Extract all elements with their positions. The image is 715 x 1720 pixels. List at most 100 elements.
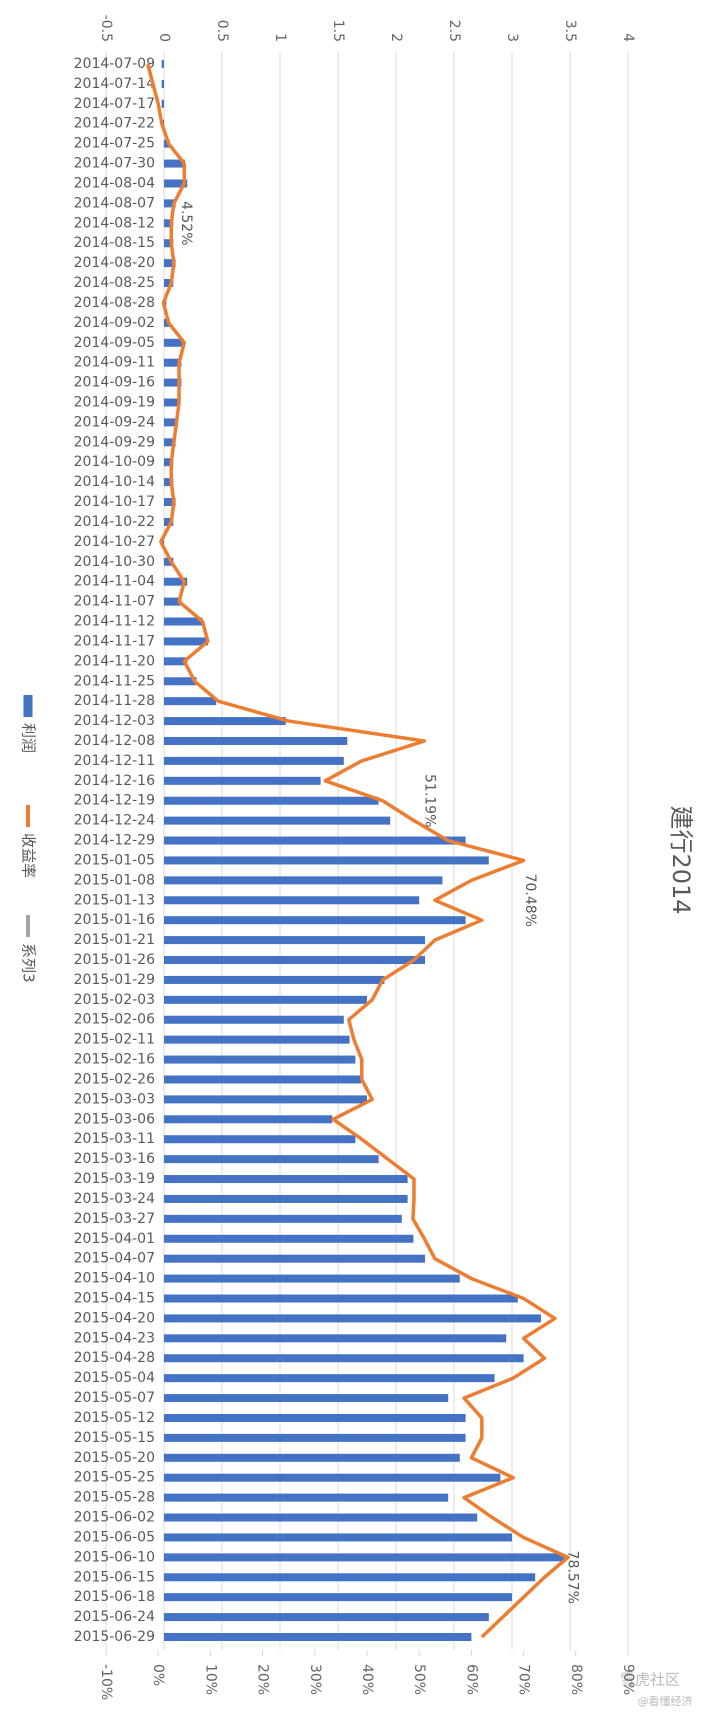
bar <box>164 358 182 367</box>
bar <box>164 637 209 646</box>
category-label: 2014-07-30 <box>74 156 155 172</box>
bar <box>164 1553 565 1562</box>
category-label: 2015-06-15 <box>74 1569 155 1585</box>
category-label: 2015-01-05 <box>74 852 155 868</box>
category-label: 2015-01-21 <box>74 932 155 948</box>
category-label: 2014-11-20 <box>74 653 155 669</box>
bottom-tick-label: 40% <box>359 1664 375 1695</box>
bar <box>164 1433 466 1442</box>
bar <box>164 1413 466 1422</box>
bar <box>164 756 344 765</box>
category-label: 2014-07-14 <box>74 76 155 92</box>
bar <box>164 1234 414 1243</box>
bar <box>164 1334 507 1343</box>
bar <box>164 418 178 427</box>
category-label: 2015-04-10 <box>74 1271 155 1287</box>
bar <box>164 975 385 984</box>
bar <box>164 936 425 945</box>
bottom-tick-label: 30% <box>307 1664 323 1695</box>
bar <box>164 1573 536 1582</box>
bar <box>164 1015 344 1024</box>
bar <box>164 1155 379 1164</box>
bar <box>161 99 164 108</box>
annotation: 4.52% <box>178 201 194 245</box>
bar <box>164 697 217 706</box>
category-label: 2015-03-03 <box>74 1091 155 1107</box>
category-label: 2014-12-11 <box>74 753 155 769</box>
bottom-tick-label: 80% <box>568 1664 584 1695</box>
category-label: 2015-03-24 <box>74 1191 155 1207</box>
category-label: 2015-06-10 <box>74 1549 155 1565</box>
category-label: 2015-01-13 <box>74 892 155 908</box>
bar <box>164 597 182 606</box>
category-label: 2015-05-04 <box>74 1370 155 1386</box>
category-label: 2014-09-16 <box>74 375 155 391</box>
bar <box>164 1035 350 1044</box>
bar <box>164 517 174 526</box>
top-tick-label: -0.5 <box>98 15 114 42</box>
line <box>146 63 570 1639</box>
category-label: 2015-01-08 <box>74 872 155 888</box>
category-label: 2015-06-24 <box>74 1609 155 1625</box>
top-tick-label: 2 <box>388 33 404 42</box>
bar <box>164 478 174 487</box>
category-label: 2014-12-19 <box>74 793 155 809</box>
bar <box>164 1135 356 1144</box>
category-label: 2014-07-17 <box>74 96 155 112</box>
bar <box>164 896 420 905</box>
category-label: 2015-04-28 <box>74 1350 155 1366</box>
category-label: 2015-01-16 <box>74 912 155 928</box>
category-label: 2015-04-15 <box>74 1291 155 1307</box>
bar <box>164 577 188 586</box>
bar <box>164 239 174 248</box>
legend-label: 利润 <box>20 723 38 753</box>
bar <box>164 956 425 965</box>
bottom-tick-label: 50% <box>411 1664 427 1695</box>
bar <box>164 1274 460 1283</box>
category-label: 2015-05-12 <box>74 1410 155 1426</box>
bar <box>164 498 176 507</box>
bar <box>164 1175 408 1184</box>
category-label: 2014-09-02 <box>74 315 155 331</box>
category-label: 2015-04-20 <box>74 1310 155 1326</box>
category-label: 2014-07-25 <box>74 136 155 152</box>
bar <box>164 1095 367 1104</box>
category-label: 2015-03-27 <box>74 1211 155 1227</box>
bar <box>164 179 188 188</box>
bar <box>164 1115 333 1124</box>
bar <box>164 1075 362 1084</box>
category-label: 2014-11-17 <box>74 633 155 649</box>
bar <box>164 617 203 626</box>
bar <box>164 159 185 168</box>
category-label: 2014-11-25 <box>74 673 155 689</box>
bottom-tick-label: 20% <box>255 1664 271 1695</box>
category-label: 2015-01-29 <box>74 972 155 988</box>
category-label: 2015-02-03 <box>74 992 155 1008</box>
bar <box>161 79 164 88</box>
category-label: 2014-08-12 <box>74 215 155 231</box>
category-label: 2015-03-11 <box>74 1131 155 1147</box>
bar <box>164 1394 449 1403</box>
bar <box>164 219 174 228</box>
bar <box>164 717 286 726</box>
category-label: 2014-09-19 <box>74 394 155 410</box>
bar <box>161 60 164 68</box>
category-label: 2015-02-11 <box>74 1032 155 1048</box>
top-tick-label: 1 <box>272 33 288 42</box>
category-label: 2014-09-24 <box>74 414 155 430</box>
bar <box>164 1214 402 1223</box>
bar <box>164 338 184 347</box>
category-label: 2014-11-28 <box>74 693 155 709</box>
category-label: 2015-06-05 <box>74 1529 155 1545</box>
category-label: 2015-04-23 <box>74 1330 155 1346</box>
category-label: 2014-09-11 <box>74 355 155 371</box>
bottom-tick-label: 10% <box>202 1664 218 1695</box>
category-label: 2014-10-22 <box>74 514 155 530</box>
bar <box>164 458 174 467</box>
category-label: 2014-09-05 <box>74 335 155 351</box>
category-label: 2015-06-18 <box>74 1589 155 1605</box>
chart-title: 建行2014 <box>667 805 695 914</box>
category-label: 2014-12-03 <box>74 713 155 729</box>
bar <box>164 1473 501 1482</box>
